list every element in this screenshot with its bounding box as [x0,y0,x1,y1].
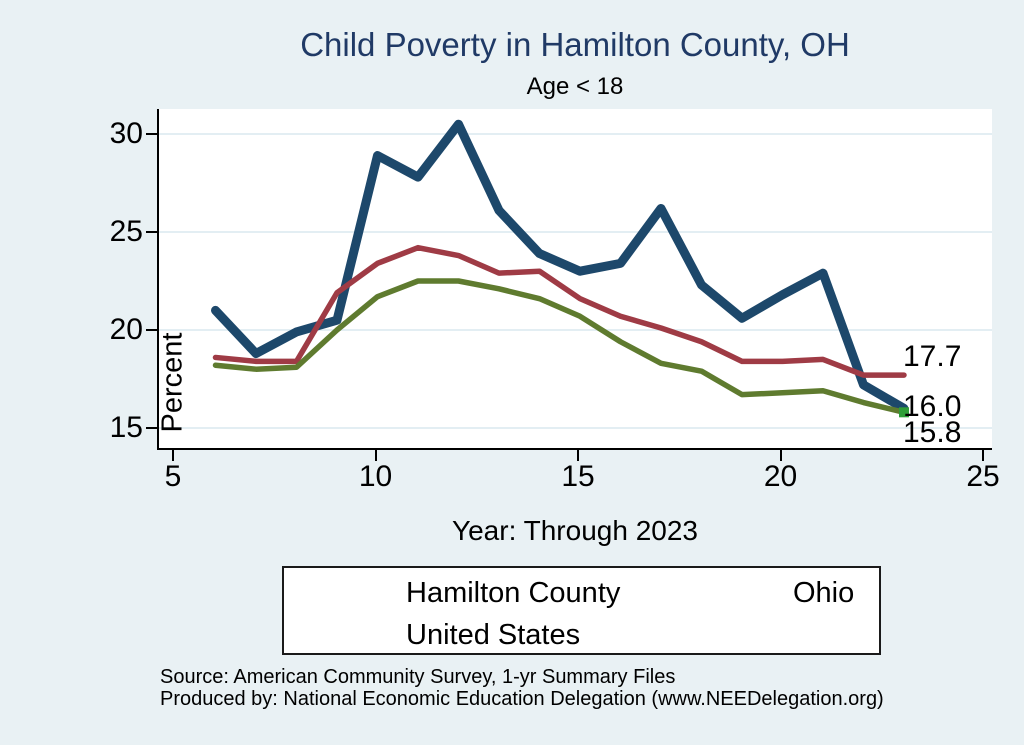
source-line-2: Produced by: National Economic Education… [160,688,884,710]
x-tick-mark [779,450,782,461]
y-tick-mark [146,329,157,331]
chart-subtitle: Age < 18 [526,73,624,100]
legend-label-us: United States [406,619,581,651]
y-tick-label: 20 [109,313,143,346]
x-tick-mark [172,450,174,461]
x-tick-mark [374,450,377,461]
source-note: Source: American Community Survey, 1-yr … [160,666,1000,710]
y-tick-mark [146,427,157,429]
end-label-hamilton: 16.0 [903,390,962,423]
legend-label-hamilton: Hamilton County [406,577,621,609]
y-tick-label: 15 [109,411,143,444]
series-line-hamilton-county [211,119,909,413]
x-tick-label: 10 [358,460,393,493]
y-tick-label: 25 [109,215,143,248]
x-tick-label: 20 [763,460,798,493]
plot-area: Percent [157,109,992,450]
end-label-us: 15.8 [903,416,962,449]
legend-swatch-hamilton [295,587,391,599]
x-tick-label: 25 [966,460,1000,493]
series-line-united-states [212,278,907,416]
end-point-marker [899,407,909,418]
x-tick-mark [982,450,984,461]
series-line-ohio [212,244,907,378]
chart-title: Child Poverty in Hamilton County, OH [300,26,850,63]
legend-box: Hamilton County Ohio United States [282,566,881,655]
x-tick-mark [577,450,579,461]
line-chart-svg [159,119,992,429]
legend-swatch-us [295,630,391,639]
y-tick-mark [146,231,157,233]
x-tick-label: 15 [561,460,595,493]
legend-swatch-ohio [683,589,779,597]
source-line-1: Source: American Community Survey, 1-yr … [160,666,676,688]
end-label-ohio: 17.7 [903,340,962,373]
x-axis-label: Year: Through 2023 [452,515,698,546]
legend-label-ohio: Ohio [793,577,855,609]
x-tick-label: 5 [164,460,182,493]
y-tick-label: 30 [109,117,143,150]
y-tick-mark [146,133,157,135]
